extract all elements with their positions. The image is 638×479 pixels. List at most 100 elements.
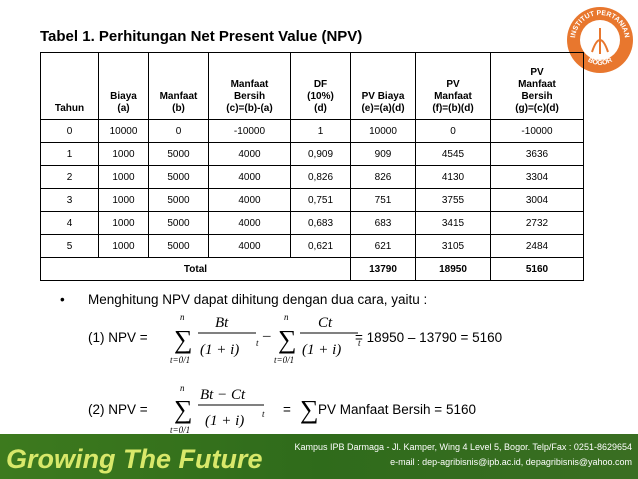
cell: 2 [40,165,99,189]
sum-upper: n [284,312,289,322]
cell: 4545 [415,142,491,166]
cell: 4000 [208,142,291,166]
header-cell: PV Manfaat (f)=(b)(d) [415,52,491,120]
header-line: Bersih [233,91,266,102]
total-row: Total 13790 18950 5160 [40,257,584,281]
sum-lower: t=0/1 [274,355,294,365]
cell: 4 [40,211,99,235]
cell: 5000 [148,211,209,235]
cell: 1000 [98,165,149,189]
cell: 0,909 [290,142,351,166]
total-cell: 13790 [350,257,416,281]
sum-lower: t=0/1 [170,425,190,435]
header-cell: DF (10%) (d) [290,52,351,120]
header-line: Manfaat [159,91,198,102]
header-line: DF [313,79,328,90]
sum-lower: t=0/1 [170,355,190,365]
formula-label: (1) NPV = [88,330,148,345]
cell: 5 [40,234,99,258]
header-cell: PV Manfaat Bersih (g)=(c)(d) [490,52,584,120]
email: e-mail : dep-agribisnis@ipb.ac.id, depag… [390,457,632,467]
header-cell: Biaya (a) [98,52,149,120]
formula-label: (2) NPV = [88,402,148,417]
npv-table: Tahun Biaya (a) Manfaat (b) Manfaat Bersih (c)=… [40,52,584,281]
cell: 1 [290,119,351,143]
cell: 4130 [415,165,491,189]
cell: 0 [148,119,209,143]
sigma: ∑ [300,395,319,424]
cell: 3 [40,188,99,212]
cell: 4000 [208,211,291,235]
total-label: Total [40,257,351,281]
formula-result: PV Manfaat Bersih = 5160 [318,402,476,417]
data-row: 0 10000 0 -10000 1 10000 0 -10000 [40,119,584,143]
data-row: 1 1000 5000 4000 0,909 909 4545 3636 [40,142,584,166]
cell: 0,621 [290,234,351,258]
cell: 0,826 [290,165,351,189]
cell: 5000 [148,165,209,189]
header-line: (b) [172,103,185,114]
table-title: Tabel 1. Perhitungan Net Present Value (… [40,28,363,45]
header-line: (a) [117,103,130,114]
total-cell: 5160 [490,257,584,281]
cell: 3105 [415,234,491,258]
cell: 0 [40,119,99,143]
slogan: Growing The Future [6,444,263,474]
sigma: ∑ [174,325,193,354]
data-row: 4 1000 5000 4000 0,683 683 3415 2732 [40,211,584,235]
cell: 0,751 [290,188,351,212]
denominator: (1 + i) [302,342,341,358]
cell: 4000 [208,234,291,258]
cell: 826 [350,165,416,189]
cell: 4000 [208,165,291,189]
numerator: Ct [318,315,333,331]
exponent: t [358,338,361,348]
header-cell: Manfaat Bersih (c)=(b)-(a) [208,52,291,120]
cell: -10000 [208,119,291,143]
data-row: 2 1000 5000 4000 0,826 826 4130 3304 [40,165,584,189]
header-line: Manfaat [434,91,472,102]
sum-upper: n [180,312,185,322]
numerator: Bt − Ct [200,387,246,403]
footer-band [0,434,638,479]
header-line: (e)=(a)(d) [361,103,405,114]
cell: 909 [350,142,416,166]
cell: 2732 [490,211,584,235]
logo-bottom: BOGOR [587,57,614,67]
header-line: (g)=(c)(d) [515,103,559,114]
sigma: ∑ [174,395,193,424]
header-row: Tahun Biaya (a) Manfaat (b) Manfaat Bersih (c)=… [40,52,584,120]
cell: 751 [350,188,416,212]
cell: 3755 [415,188,491,212]
cell: 1 [40,142,99,166]
header-line: Tahun [54,103,85,114]
header-cell: Manfaat (b) [148,52,209,120]
cell: 621 [350,234,416,258]
header-line: Manfaat [230,79,269,90]
cell: 10000 [350,119,416,143]
total-cell: 18950 [415,257,491,281]
cell: 10000 [98,119,149,143]
header-line: PV [530,67,544,78]
header-cell: PV Biaya (e)=(a)(d) [350,52,416,120]
cell: 0 [415,119,491,143]
header-cell: Tahun [40,52,99,120]
cell: 3636 [490,142,584,166]
bullet-text: Menghitung NPV dapat dihitung dengan dua… [88,292,427,307]
cell: 1000 [98,142,149,166]
sum-upper: n [180,383,185,393]
cell: 3004 [490,188,584,212]
header-line: (c)=(b)-(a) [226,103,273,114]
cell: 5000 [148,234,209,258]
exponent: t [262,409,265,419]
data-row: 3 1000 5000 4000 0,751 751 3755 3004 [40,188,584,212]
cell: 2484 [490,234,584,258]
header-line: Bersih [521,91,553,102]
address: Kampus IPB Darmaga - Jl. Kamper, Wing 4 … [294,442,632,452]
sigma: ∑ [278,325,297,354]
header-line: PV [446,79,460,90]
data-row: 5 1000 5000 4000 0,621 621 3105 2484 [40,234,584,258]
cell: 1000 [98,211,149,235]
